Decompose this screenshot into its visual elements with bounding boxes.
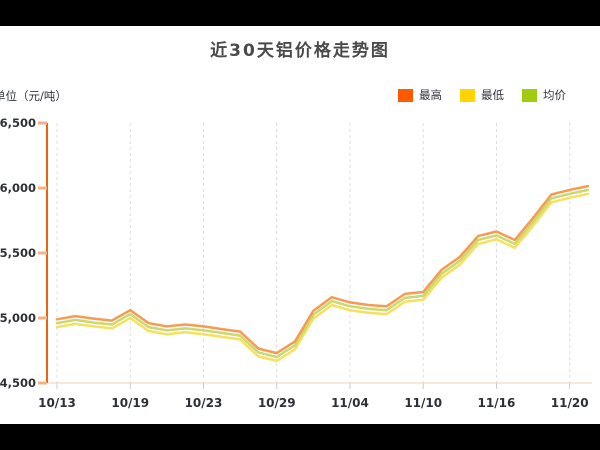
x-tick-label: 11/16	[478, 396, 516, 410]
legend-label-high: 最高	[419, 88, 442, 102]
y-tick-label: 16,500	[0, 116, 36, 130]
legend-label-avg: 均价	[543, 88, 566, 102]
x-tick-label: 10/13	[38, 396, 76, 410]
y-axis-tick	[38, 251, 47, 255]
x-tick-label: 10/23	[185, 396, 223, 410]
low-series-swatch-icon	[460, 88, 475, 102]
price-trend-chart: 10/13 10/19 10/23 10/29 11/04 11/10 11/16 11/20…	[0, 116, 592, 410]
y-axis-tick	[38, 381, 47, 385]
y-tick-label: 15,500	[0, 246, 36, 260]
series-line-最高	[55, 184, 590, 355]
legend-item-low[interactable]: 最低	[460, 87, 504, 103]
high-series-swatch-icon	[398, 88, 413, 102]
avg-series-swatch-icon	[522, 88, 537, 102]
x-tick-label: 10/19	[111, 396, 149, 410]
y-axis-tick	[38, 186, 47, 190]
x-tick-label: 11/20	[551, 396, 589, 410]
y-axis-unit-label: 单位（元/吨）	[0, 89, 67, 103]
series-line-最低	[55, 192, 590, 363]
y-axis-tick	[38, 316, 47, 320]
legend: 最高 最低 均价	[398, 87, 566, 103]
y-axis-tick	[38, 121, 47, 125]
y-tick-label: 14,500	[0, 376, 36, 390]
legend-label-low: 最低	[481, 88, 504, 102]
legend-item-high[interactable]: 最高	[398, 87, 442, 103]
x-tick-label: 10/29	[258, 396, 296, 410]
x-tick-label: 11/10	[404, 396, 442, 410]
series-line-均价	[55, 188, 590, 359]
y-tick-label: 16,000	[0, 181, 36, 195]
chart-title: 近30天铝价格走势图	[210, 41, 390, 61]
x-tick-label: 11/04	[331, 396, 369, 410]
chart-panel: 近30天铝价格走势图 单位（元/吨） 最高 最低 均价 10/13 10/19 10…	[0, 26, 600, 424]
legend-item-avg[interactable]: 均价	[522, 87, 566, 103]
y-tick-label: 15,000	[0, 311, 36, 325]
